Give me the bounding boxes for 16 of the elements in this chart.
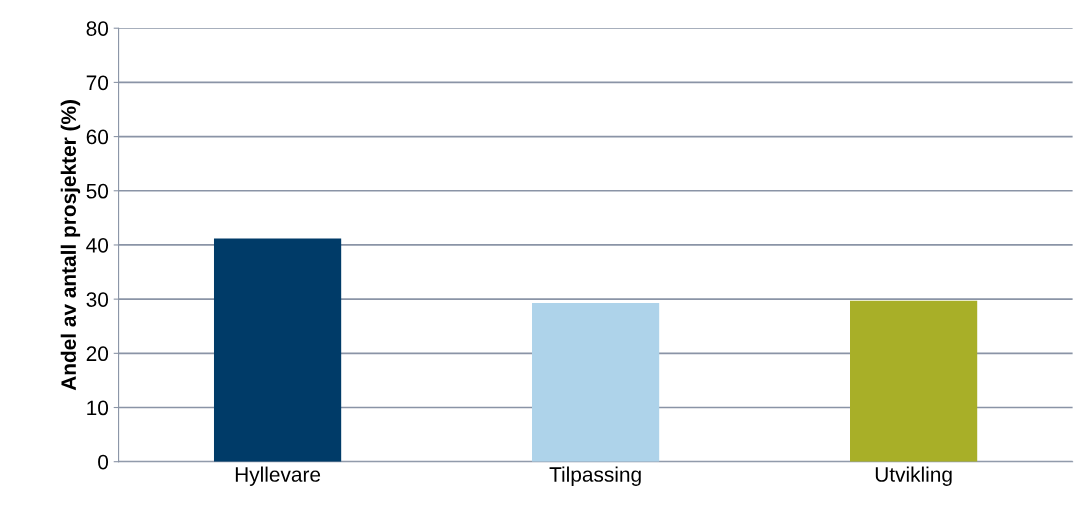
bar [850, 300, 978, 462]
y-tick-label: 40 [86, 237, 109, 253]
y-axis-title: Andel av antall prosjekter (%) [60, 100, 81, 391]
x-tick-label: Utvikling [875, 466, 952, 486]
y-tick-label: 30 [86, 292, 109, 307]
y-tick-label: 10 [87, 400, 109, 416]
y-tick-label: 80 [86, 21, 109, 36]
x-tick-label: Hyllevare [235, 466, 321, 486]
y-tick-label: 0 [98, 454, 109, 470]
y-tick-label: 60 [86, 129, 109, 145]
y-tick-label: 20 [86, 346, 109, 362]
y-tick-label: 70 [86, 75, 109, 91]
y-tick-label: 50 [86, 183, 109, 199]
bar [213, 238, 342, 462]
x-tick-label: Tilpassing [549, 466, 641, 486]
bar [531, 302, 660, 462]
